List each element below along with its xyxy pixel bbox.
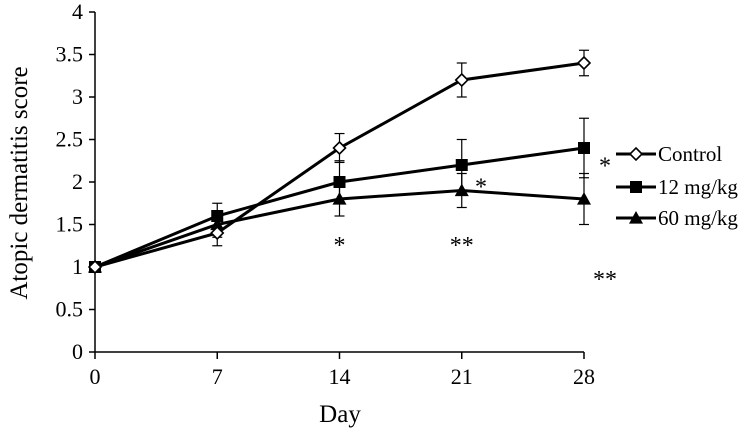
legend-marker [628,146,644,162]
x-tick-label: 28 [573,364,595,389]
x-axis-title: Day [319,401,361,428]
x-tick-label: 0 [90,364,101,389]
y-tick-label: 1.5 [56,212,84,237]
x-tick-label: 7 [212,364,223,389]
annotations-group: * ****** [334,153,617,293]
data-point [578,142,590,154]
y-tick-label: 1 [72,254,83,279]
y-tick-label: 2 [72,169,83,194]
legend-label: Control [658,142,722,166]
significance-mark: * [475,175,487,201]
data-point [455,159,468,171]
legend-marker [629,211,643,224]
y-tick-label: 3.5 [56,42,84,67]
data-point [332,140,347,156]
data-point [333,176,346,188]
data-point [87,259,103,275]
series-1 [87,49,592,275]
axes: 0 0.5 1 1.5 2 2.5 3 3.5 4 0 7 14 21 28 [56,0,596,389]
y-tick-label: 0 [72,339,83,364]
data-point [211,210,224,222]
significance-mark: * [599,153,611,179]
significance-mark: ** [593,267,617,293]
y-tick-label: 0.5 [56,297,84,322]
y-tick-label: 2.5 [56,127,84,152]
legend-label: 12 mg/kg [658,175,738,199]
y-tick-label: 4 [72,0,83,24]
legend: Control 12 mg/kg 60 mg/kg [616,142,738,230]
series-group [87,49,592,275]
legend-item: 60 mg/kg [616,206,738,230]
legend-item: 12 mg/kg [616,175,738,199]
series-2 [89,117,590,273]
significance-mark: ** [450,233,474,259]
data-point [577,192,591,205]
y-axis-title: Atopic dermatitis score [6,66,33,299]
data-point [210,225,225,241]
legend-label: 60 mg/kg [658,206,738,230]
legend-marker [630,181,642,193]
legend-item: Control [616,142,722,166]
x-tick-label: 21 [451,364,473,389]
x-tick-label: 14 [329,364,351,389]
y-tick-label: 3 [72,84,83,109]
data-point [576,55,592,71]
significance-mark: * [334,233,346,259]
data-point [454,72,469,88]
